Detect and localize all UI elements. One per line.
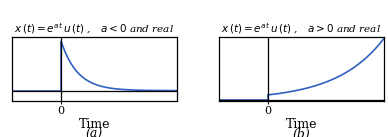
X-axis label: Time: Time: [286, 118, 317, 131]
Text: (a): (a): [86, 128, 103, 137]
Title: $x\,(t) = e^{at}\,u\,(t)$ ,   $a > 0$ and real: $x\,(t) = e^{at}\,u\,(t)$ , $a > 0$ and …: [221, 22, 381, 36]
Text: (b): (b): [293, 128, 310, 137]
Title: $x\,(t) = e^{at}\,u\,(t)$ ,   $a < 0$ and real: $x\,(t) = e^{at}\,u\,(t)$ , $a < 0$ and …: [14, 22, 175, 36]
X-axis label: Time: Time: [79, 118, 110, 131]
